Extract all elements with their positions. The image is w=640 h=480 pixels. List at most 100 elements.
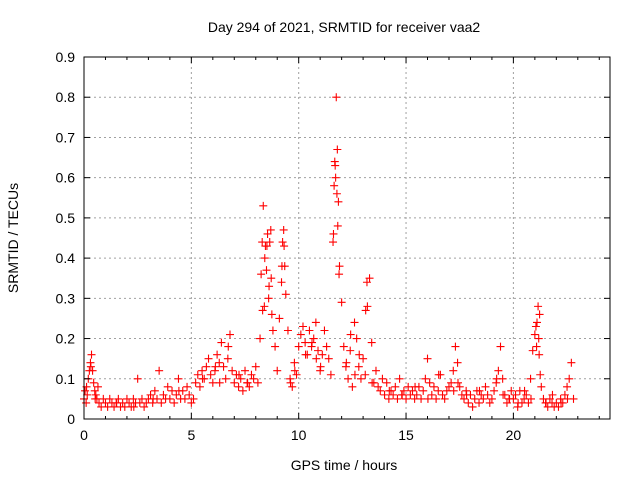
data-point	[395, 374, 404, 383]
data-point	[412, 390, 421, 399]
data-point	[326, 370, 335, 379]
x-tick-label: 5	[187, 427, 195, 443]
data-point	[257, 270, 266, 279]
y-tick-label: 0.4	[56, 250, 76, 266]
data-point	[235, 370, 244, 379]
data-point	[262, 242, 271, 251]
data-point	[221, 374, 230, 383]
data-point	[189, 394, 198, 403]
data-point	[258, 306, 267, 315]
data-point	[447, 378, 456, 387]
data-point	[193, 370, 202, 379]
data-point	[263, 229, 272, 238]
data-point	[356, 374, 365, 383]
data-point	[464, 398, 473, 407]
data-point	[234, 382, 243, 391]
x-tick-label: 0	[80, 427, 88, 443]
y-tick-label: 0	[67, 411, 75, 427]
data-point	[520, 386, 529, 395]
data-point	[112, 398, 121, 407]
data-point	[440, 394, 449, 403]
data-point	[421, 374, 430, 383]
data-point	[81, 386, 90, 395]
axes: 0 5 10 15 20 0 0.1 0.2 0.3 0.4 0.5 0.6 0.7 0.8 0.9	[56, 49, 611, 443]
data-point	[260, 254, 269, 263]
data-point	[496, 342, 505, 351]
data-point	[155, 366, 164, 375]
data-point	[93, 382, 102, 391]
data-point	[361, 370, 370, 379]
grid	[84, 57, 610, 419]
data-point	[296, 330, 305, 339]
data-point	[105, 394, 114, 403]
data-point	[429, 382, 438, 391]
data-point	[206, 370, 215, 379]
data-point	[223, 354, 232, 363]
data-point	[333, 145, 342, 154]
data-point	[567, 358, 576, 367]
data-point	[346, 346, 355, 355]
data-point	[249, 374, 258, 383]
data-point	[526, 394, 535, 403]
data-point	[168, 386, 177, 395]
data-point	[483, 390, 492, 399]
data-point	[279, 225, 288, 234]
data-point	[399, 386, 408, 395]
data-point	[402, 394, 411, 403]
data-point	[354, 362, 363, 371]
data-point	[502, 398, 511, 407]
data-point	[468, 402, 477, 411]
data-point	[362, 278, 371, 287]
data-point	[211, 362, 220, 371]
data-point	[359, 354, 368, 363]
data-point	[301, 338, 310, 347]
data-point	[165, 394, 174, 403]
data-point	[385, 386, 394, 395]
data-point	[487, 394, 496, 403]
data-point	[320, 326, 329, 335]
data-point	[88, 366, 97, 375]
data-point	[524, 398, 533, 407]
data-point	[490, 386, 499, 395]
data-point	[185, 390, 194, 399]
data-point	[350, 318, 359, 327]
data-point	[492, 374, 501, 383]
data-point	[238, 386, 247, 395]
data-point	[339, 342, 348, 351]
data-point	[335, 270, 344, 279]
data-point	[393, 394, 402, 403]
data-point	[528, 346, 537, 355]
data-point	[342, 358, 351, 367]
data-point	[329, 238, 338, 247]
data-point	[398, 390, 407, 399]
data-point	[215, 358, 224, 367]
data-point	[534, 334, 543, 343]
data-point	[380, 390, 389, 399]
data-point	[384, 394, 393, 403]
data-point	[449, 366, 458, 375]
data-point	[434, 370, 443, 379]
data-point	[198, 366, 207, 375]
data-point	[87, 350, 96, 359]
data-point	[208, 378, 217, 387]
y-tick-label: 0.9	[56, 49, 76, 65]
data-point	[283, 326, 292, 335]
data-point	[348, 382, 357, 391]
data-point	[481, 382, 490, 391]
data-point	[329, 229, 338, 238]
data-point	[526, 374, 535, 383]
data-point	[174, 374, 183, 383]
data-point	[355, 350, 364, 359]
data-point	[560, 390, 569, 399]
data-point	[314, 346, 323, 355]
data-point	[267, 274, 276, 283]
data-point	[251, 362, 260, 371]
data-point	[330, 181, 339, 190]
data-point	[247, 370, 256, 379]
data-point	[316, 362, 325, 371]
data-point	[444, 382, 453, 391]
data-point	[90, 386, 99, 395]
data-point	[241, 366, 250, 375]
data-point	[522, 390, 531, 399]
data-point	[187, 398, 196, 407]
